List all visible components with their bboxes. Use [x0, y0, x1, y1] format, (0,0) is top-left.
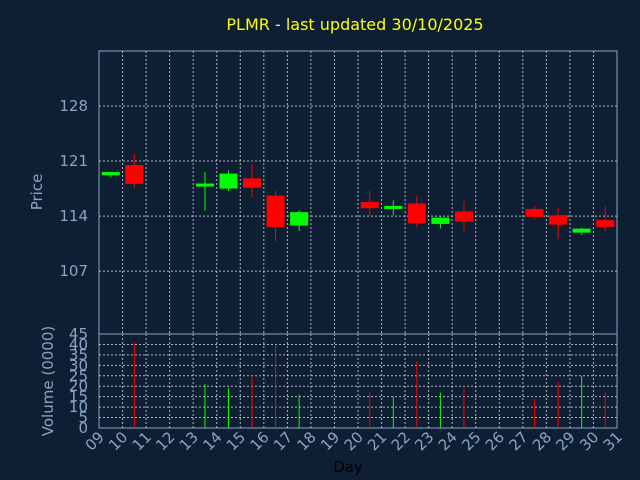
candle-body [125, 164, 144, 184]
volume-tick-label: 15 [69, 388, 88, 406]
day-tick-label: 25 [458, 428, 484, 454]
day-tick-label: 21 [364, 428, 390, 454]
price-tick-label: 128 [59, 97, 88, 115]
candle-body [360, 201, 379, 209]
candle [454, 201, 473, 232]
candle-body [572, 228, 591, 233]
candle [572, 227, 591, 235]
day-tick-label: 10 [105, 428, 131, 454]
day-tick-label: 14 [199, 428, 225, 454]
candle [525, 205, 544, 220]
candle [384, 200, 403, 216]
volume-tick-label: 0 [78, 419, 88, 437]
price-axis-label: Price [28, 174, 46, 211]
day-tick-label: 19 [317, 428, 343, 454]
candle [407, 195, 426, 228]
candle-body [266, 195, 285, 228]
candle-body [219, 173, 238, 189]
price-tick-label: 114 [59, 207, 88, 225]
day-tick-label: 30 [576, 428, 602, 454]
volume-tick-label: 20 [69, 377, 88, 395]
candle [266, 190, 285, 242]
volume-tick-label: 45 [69, 325, 88, 343]
candle [101, 172, 120, 178]
candle-body [549, 215, 568, 225]
day-tick-label: 17 [270, 428, 296, 454]
candle-body [431, 217, 450, 224]
candle-body [101, 172, 120, 176]
day-tick-label: 18 [294, 428, 320, 454]
volume-axis-label: Volume (0000) [39, 326, 57, 436]
day-axis-label: Day [333, 458, 363, 476]
candle [290, 210, 309, 232]
candle-body [243, 178, 262, 188]
day-tick-label: 15 [223, 428, 249, 454]
day-tick-label: 16 [246, 428, 272, 454]
day-tick-label: 11 [129, 428, 155, 454]
volume-tick-label: 10 [69, 398, 88, 416]
day-tick-label: 12 [152, 428, 178, 454]
day-tick-label: 31 [600, 428, 626, 454]
candle-body [290, 212, 309, 226]
volume-tick-label: 5 [78, 409, 88, 427]
day-tick-label: 20 [341, 428, 367, 454]
volume-panel: 0510152025303540450910111213141516171819… [69, 325, 626, 454]
price-tick-label: 121 [59, 152, 88, 170]
volume-tick-label: 35 [69, 346, 88, 364]
day-tick-label: 24 [435, 428, 461, 454]
candle [596, 206, 615, 232]
day-tick-label: 13 [176, 428, 202, 454]
day-tick-label: 27 [505, 428, 531, 454]
candle-body [454, 211, 473, 222]
day-tick-label: 26 [482, 428, 508, 454]
day-tick-label: 22 [388, 428, 414, 454]
price-tick-label: 107 [59, 262, 88, 280]
candle [243, 164, 262, 198]
volume-plot-frame [98, 333, 618, 429]
candle-body [195, 183, 214, 187]
candle [219, 170, 238, 191]
volume-tick-label: 25 [69, 367, 88, 385]
candle-body [407, 203, 426, 224]
candle-body [384, 205, 403, 209]
candle [360, 190, 379, 217]
day-tick-label: 28 [529, 428, 555, 454]
day-tick-label: 29 [553, 428, 579, 454]
chart-title: PLMR - last updated 30/10/2025 [226, 15, 483, 34]
volume-tick-label: 40 [69, 335, 88, 353]
day-tick-label: 23 [411, 428, 437, 454]
candle-body [596, 220, 615, 228]
price-panel: 107 114 121 128 [59, 50, 618, 335]
volume-tick-label: 30 [69, 356, 88, 374]
candle [549, 208, 568, 239]
candle [195, 172, 214, 211]
candle [125, 153, 144, 188]
candle-body [525, 209, 544, 217]
candle [431, 216, 450, 229]
